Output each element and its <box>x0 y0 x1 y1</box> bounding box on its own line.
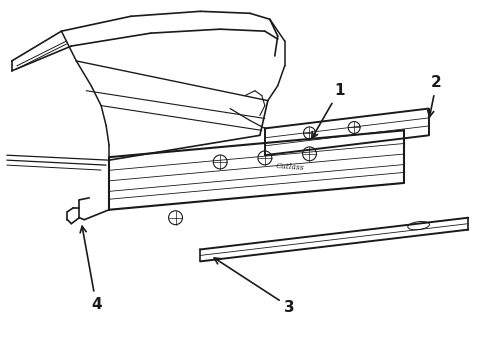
Text: Cutlass: Cutlass <box>275 162 304 172</box>
Text: 1: 1 <box>312 83 344 138</box>
Text: 3: 3 <box>214 258 295 315</box>
Text: 2: 2 <box>428 75 442 117</box>
Text: 4: 4 <box>80 226 101 311</box>
